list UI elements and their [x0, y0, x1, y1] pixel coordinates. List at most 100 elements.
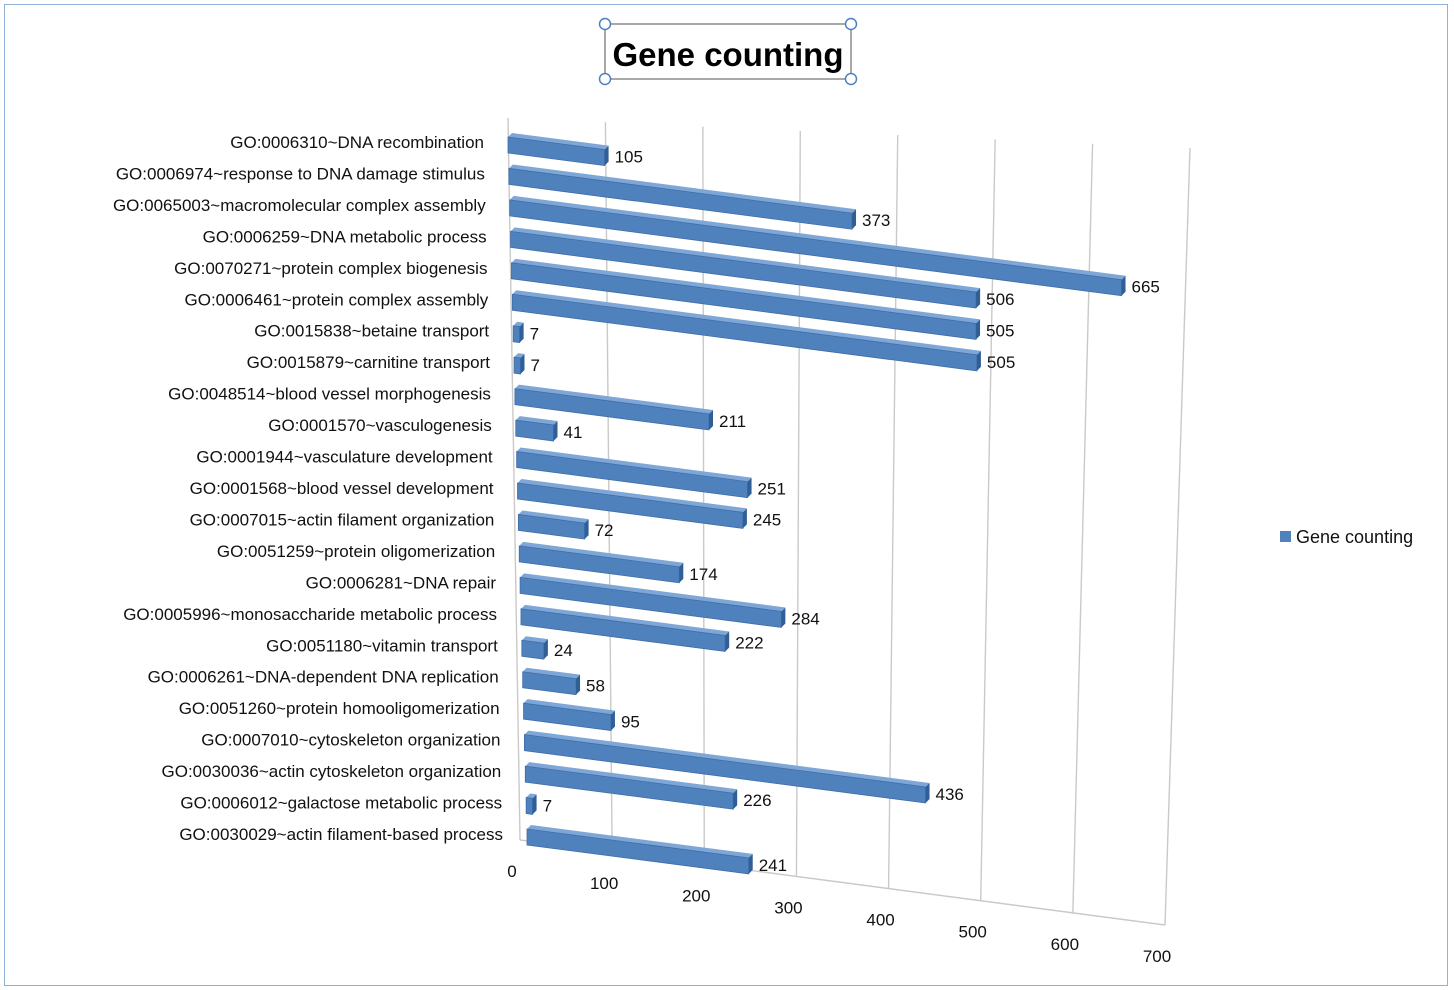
data-label: 211 [719, 412, 746, 431]
bar [513, 353, 525, 375]
bar-front-face [525, 797, 533, 815]
bar-top-face [520, 604, 730, 636]
category-label: GO:0030036~actin cytoskeleton organizati… [162, 762, 502, 781]
bar [511, 258, 981, 340]
category-label: GO:0006974~response to DNA damage stimul… [116, 164, 485, 183]
category-label: GO:0051180~vitamin transport [266, 636, 498, 655]
data-label: 226 [743, 791, 771, 810]
data-label: 241 [759, 856, 787, 875]
gridline [795, 130, 801, 877]
data-label: 95 [621, 713, 640, 732]
bar [510, 227, 981, 309]
bar-end-face [925, 782, 930, 803]
bar-end-face [604, 145, 609, 166]
bar-top-face [509, 195, 1126, 280]
resize-handle[interactable] [598, 72, 612, 86]
bar [512, 321, 524, 344]
bar-top-face [517, 479, 747, 513]
bar [514, 384, 714, 431]
category-label: GO:0001944~vasculature development [196, 448, 493, 467]
bar-end-face [520, 354, 525, 375]
bar-end-face [709, 409, 714, 430]
bar-top-face [508, 164, 857, 214]
bar-top-face [520, 573, 786, 612]
bar-top-face [514, 353, 525, 359]
category-label: GO:0015838~betaine transport [254, 322, 489, 341]
bar [517, 479, 747, 529]
data-label: 505 [987, 353, 1015, 372]
x-tick-label: 200 [682, 886, 710, 905]
bar-top-face [521, 636, 548, 644]
resize-handle[interactable] [844, 72, 858, 86]
data-label: 436 [936, 785, 964, 804]
category-label: GO:0006259~DNA metabolic process [203, 227, 487, 246]
bar-front-face [521, 639, 545, 660]
data-label: 222 [735, 633, 763, 652]
category-label: GO:0065003~macromolecular complex assemb… [113, 196, 486, 215]
x-tick-label: 600 [1051, 935, 1079, 954]
bar-end-face [852, 209, 857, 230]
data-label: 7 [543, 796, 552, 815]
x-tick-label: 500 [959, 923, 987, 942]
bar [507, 133, 609, 167]
category-label: GO:0005996~monosaccharide metabolic proc… [123, 605, 497, 624]
category-label: GO:0070271~protein complex biogenesis [174, 259, 487, 278]
category-label: GO:0048514~blood vessel morphogenesis [168, 385, 491, 404]
bar [508, 164, 857, 230]
value-labels: 105 373 665 506 505 505 7 7 211 41 251 245 72 174 284 2… [530, 148, 1160, 875]
category-label: GO:0051260~protein homooligomerization [179, 699, 500, 718]
resize-handle[interactable] [844, 17, 858, 31]
bar-end-face [519, 322, 524, 343]
x-tick-label: 700 [1143, 947, 1171, 966]
bar-top-face [526, 793, 537, 799]
gridline [980, 139, 996, 901]
resize-handle[interactable] [598, 17, 612, 31]
data-label: 7 [530, 325, 539, 344]
bar-top-face [512, 290, 981, 355]
category-label: GO:0006281~DNA repair [306, 573, 497, 592]
x-tick-label: 300 [774, 898, 802, 917]
chart-title-box[interactable]: Gene counting [598, 17, 858, 86]
bar-top-face [524, 730, 930, 787]
gridline [702, 126, 705, 865]
legend-entry: Gene counting [1296, 527, 1413, 547]
chart-title: Gene counting [613, 36, 844, 73]
bar-top-face [516, 447, 752, 482]
bar-top-face [514, 384, 714, 414]
category-label: GO:0051259~protein oligomerization [217, 542, 495, 561]
x-tick-label: 100 [590, 874, 618, 893]
category-label: GO:0006012~galactose metabolic process [180, 794, 502, 813]
bar [518, 541, 684, 584]
bar [524, 730, 930, 804]
bar-end-face [543, 639, 548, 660]
x-tick-label: 0 [507, 862, 516, 881]
data-label: 284 [791, 609, 819, 628]
x-axis-ticks: 0 100 200 300 400 500 600 700 [507, 862, 1171, 966]
bar-front-face [512, 325, 521, 344]
bar-front-face [513, 356, 521, 375]
bar [521, 636, 548, 660]
bar-end-face [1121, 275, 1126, 296]
x-tick-label: 400 [866, 911, 894, 930]
category-label: GO:0006310~DNA recombination [230, 133, 484, 152]
bar [517, 510, 589, 540]
bar-end-face [742, 508, 747, 529]
bar-end-face [725, 631, 730, 652]
bar-top-face [511, 258, 981, 324]
bar-top-face [523, 699, 615, 715]
bar-end-face [532, 794, 537, 815]
bar-end-face [610, 710, 615, 731]
bar-end-face [976, 288, 981, 309]
data-label: 245 [753, 510, 781, 529]
gridline [1072, 143, 1094, 913]
bar [522, 667, 581, 696]
bar-top-face [508, 133, 609, 150]
legend-swatch [1280, 531, 1291, 542]
category-label: GO:0001568~blood vessel development [190, 479, 494, 498]
data-label: 24 [554, 641, 573, 660]
bar [511, 290, 981, 372]
bars-layer [507, 133, 1126, 875]
category-label: GO:0007015~actin filament organization [190, 510, 495, 529]
bar [519, 573, 786, 628]
data-label: 251 [758, 480, 786, 499]
